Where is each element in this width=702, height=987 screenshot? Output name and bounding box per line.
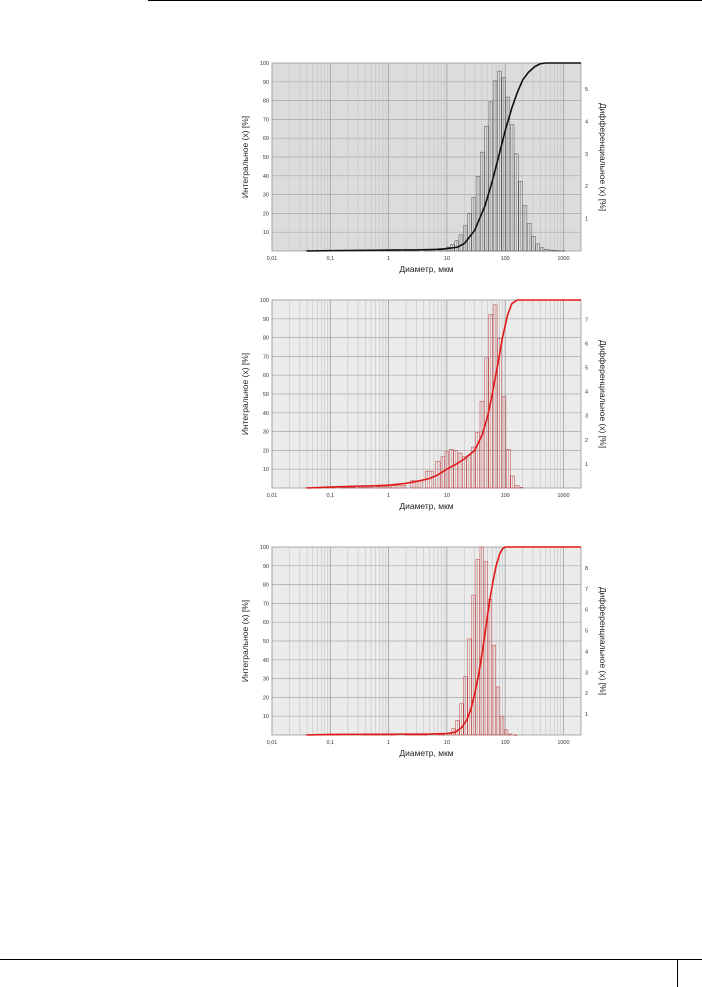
y-left-tick-label: 100 [260, 545, 269, 551]
y-left-tick-label: 70 [263, 354, 269, 360]
y-left-tick-label: 30 [263, 677, 269, 683]
y-left-tick-label: 50 [263, 392, 269, 398]
x-tick-label: 1000 [557, 740, 569, 746]
y-right-tick-label: 2 [585, 691, 588, 697]
y-right-tick-label: 1 [585, 712, 588, 718]
y-right-tick-label: 4 [585, 390, 588, 396]
y-left-tick-label: 20 [263, 448, 269, 454]
x-tick-label: 0,01 [267, 256, 278, 262]
x-tick-label: 1000 [557, 493, 569, 499]
footer-rule [0, 959, 702, 960]
y-right-tick-label: 1 [585, 217, 588, 223]
y-left-tick-label: 30 [263, 430, 269, 436]
y-right-tick-label: 5 [585, 365, 588, 371]
y-left-tick-label: 50 [263, 155, 269, 161]
y-left-axis-label: Интегральное (x) [%] [240, 116, 250, 198]
integral-curve [307, 299, 581, 489]
y-left-axis-label: Интегральное (x) [%] [240, 600, 250, 682]
y-left-tick-label: 60 [263, 136, 269, 142]
histogram-bars [305, 70, 566, 252]
histogram-bar [339, 487, 356, 489]
histogram-bar [561, 250, 566, 252]
page-number-box [677, 959, 702, 987]
y-left-tick-label: 40 [263, 174, 269, 180]
y-left-tick-label: 80 [263, 99, 269, 105]
y-left-tick-label: 30 [263, 193, 269, 199]
chart-2-svg: 10 20 30 40 50 60 70 80 90 100 1 2 3 4 5 6 7 0,01 0,1 1 10 10… [240, 298, 608, 511]
y-left-tick-label: 20 [263, 211, 269, 217]
y-right-tick-label: 2 [585, 184, 588, 190]
y-right-tick-label: 4 [585, 649, 588, 655]
x-tick-label: 0,01 [267, 493, 278, 499]
y-right-tick-label: 1 [585, 462, 588, 468]
y-left-tick-label: 70 [263, 117, 269, 123]
x-tick-label: 1 [387, 256, 390, 262]
x-tick-label: 0,1 [326, 256, 334, 262]
chart-3-svg: 10 20 30 40 50 60 70 80 90 100 1 2 3 4 5 6 7 8 0,01 0,1 1 10 1… [240, 545, 608, 758]
y-left-tick-label: 50 [263, 639, 269, 645]
y-right-tick-label: 5 [585, 629, 588, 635]
chart-1: 10 20 30 40 50 60 70 80 90 100 1 2 3 4 5 0,01 0,1 1 10 100 1… [236, 55, 608, 297]
y-left-tick-label: 90 [263, 80, 269, 86]
x-tick-label: 10 [444, 740, 450, 746]
x-tick-label: 10 [444, 493, 450, 499]
y-left-tick-label: 60 [263, 620, 269, 626]
y-left-tick-label: 100 [260, 298, 269, 304]
y-right-tick-label: 7 [585, 587, 588, 593]
y-right-tick-label: 3 [585, 670, 588, 676]
y-right-tick-label: 8 [585, 566, 588, 572]
y-right-tick-label: 3 [585, 414, 588, 420]
x-tick-label: 1 [387, 493, 390, 499]
y-left-tick-label: 10 [263, 467, 269, 473]
x-tick-label: 10 [444, 256, 450, 262]
histogram-bar [513, 734, 518, 736]
x-tick-label: 0,01 [267, 740, 278, 746]
y-left-tick-label: 100 [260, 61, 269, 67]
integral-curve [307, 546, 581, 736]
y-left-tick-label: 70 [263, 601, 269, 607]
y-right-axis-label: Дифференциальное (x) [%] [598, 587, 608, 695]
y-left-tick-label: 90 [263, 564, 269, 570]
y-right-tick-label: 6 [585, 608, 588, 614]
histogram-bar [357, 486, 374, 489]
header-rule [148, 0, 702, 1]
y-left-tick-label: 10 [263, 714, 269, 720]
x-tick-label: 1 [387, 740, 390, 746]
y-right-tick-label: 7 [585, 317, 588, 323]
y-left-tick-label: 10 [263, 230, 269, 236]
y-left-tick-label: 90 [263, 317, 269, 323]
y-right-tick-label: 6 [585, 341, 588, 347]
y-right-axis-label: Дифференциальное (x) [%] [598, 103, 608, 211]
y-right-axis-label: Дифференциальное (x) [%] [598, 340, 608, 448]
histogram-bar [519, 487, 524, 489]
x-tick-label: 100 [501, 256, 510, 262]
y-left-tick-label: 40 [263, 658, 269, 664]
y-left-axis-label: Интегральное (x) [%] [240, 353, 250, 435]
x-tick-label: 100 [501, 740, 510, 746]
y-left-tick-label: 40 [263, 411, 269, 417]
y-left-tick-label: 20 [263, 695, 269, 701]
chart-1-svg: 10 20 30 40 50 60 70 80 90 100 1 2 3 4 5 0,01 0,1 1 10 100 1… [240, 61, 608, 274]
chart-2: 10 20 30 40 50 60 70 80 90 100 1 2 3 4 5 6 7 0,01 0,1 1 10 10… [236, 292, 608, 534]
x-axis-label: Диаметр, мкм [399, 501, 453, 511]
y-right-tick-label: 3 [585, 152, 588, 158]
x-tick-label: 1000 [557, 256, 569, 262]
y-right-tick-label: 5 [585, 87, 588, 93]
y-left-tick-label: 60 [263, 373, 269, 379]
y-right-tick-label: 4 [585, 119, 588, 125]
x-tick-label: 0,1 [326, 740, 334, 746]
integral-curve [307, 62, 581, 252]
x-tick-label: 0,1 [326, 493, 334, 499]
y-right-tick-label: 2 [585, 438, 588, 444]
chart-3: 10 20 30 40 50 60 70 80 90 100 1 2 3 4 5 6 7 8 0,01 0,1 1 10 1… [236, 539, 608, 781]
x-axis-label: Диаметр, мкм [399, 264, 453, 274]
y-left-tick-label: 80 [263, 336, 269, 342]
x-axis-label: Диаметр, мкм [399, 748, 453, 758]
y-left-tick-label: 80 [263, 583, 269, 589]
x-tick-label: 100 [501, 493, 510, 499]
